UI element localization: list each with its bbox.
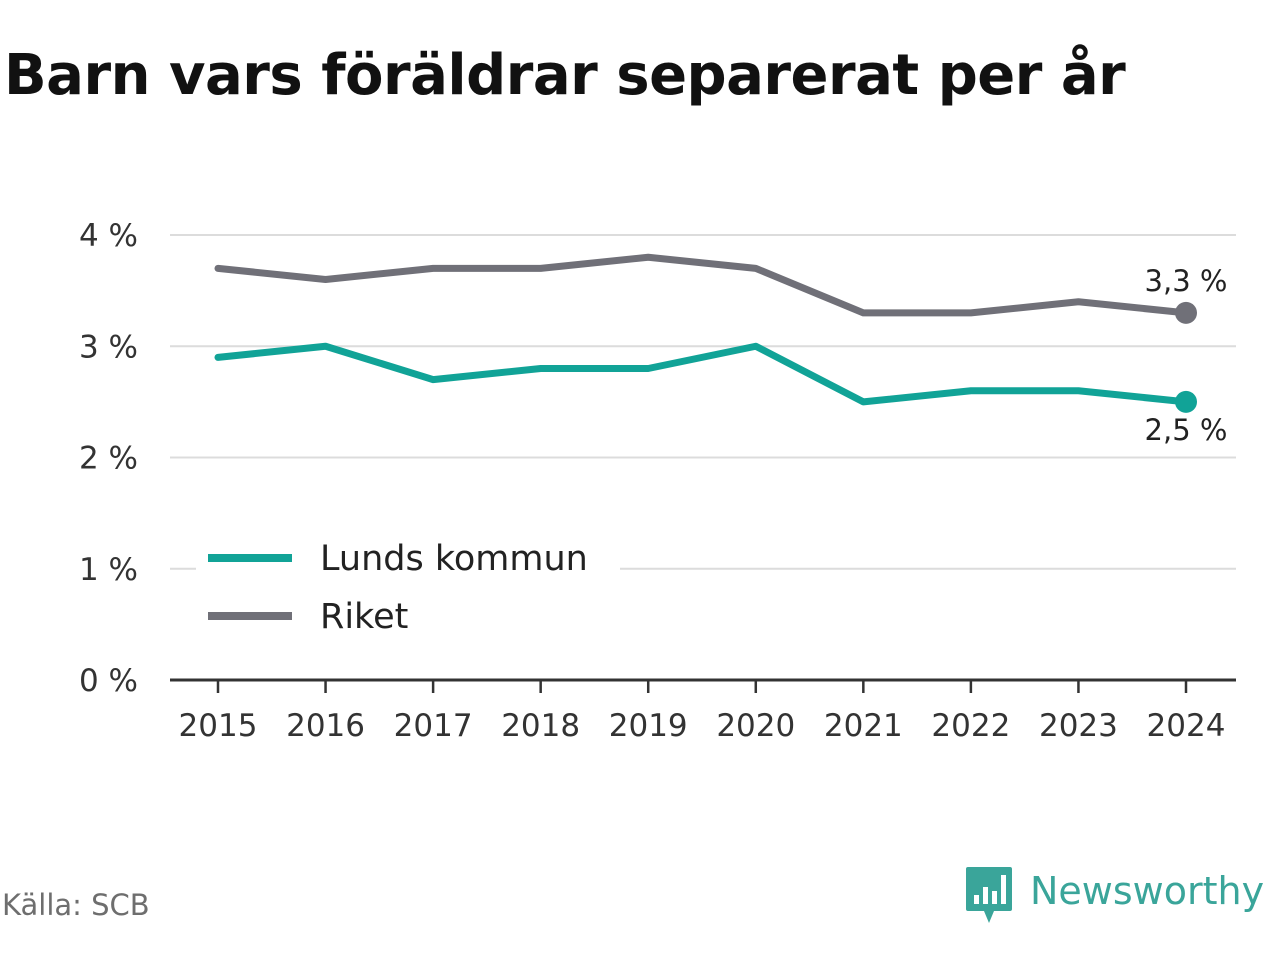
y-tick-label: 0 % <box>79 663 138 699</box>
x-tick-label: 2022 <box>931 708 1010 744</box>
y-tick-label: 3 % <box>79 329 138 365</box>
x-axis: 2015 2016 2017 2018 2019 2020 2021 2022 2023 2024 <box>170 678 1236 744</box>
y-tick-label: 2 % <box>79 441 138 477</box>
gridlines <box>170 234 1236 570</box>
series-line <box>214 342 1190 406</box>
chart-title: Barn vars föräldrar separerat per år <box>4 43 1126 108</box>
legend-label: Riket <box>320 597 408 637</box>
x-tick-label: 2018 <box>501 708 580 744</box>
series-line <box>214 253 1190 317</box>
end-marker <box>1175 301 1197 324</box>
source-note: Källa: SCB <box>2 888 150 922</box>
brand-logo: Newsworthy <box>964 864 1264 928</box>
end-value-label: 2,5 % <box>1145 413 1228 447</box>
end-value-labels: 2,5 % 3,3 % <box>1145 264 1228 447</box>
x-tick-label: 2020 <box>716 708 795 744</box>
x-tick-label: 2017 <box>394 708 473 744</box>
x-tick-label: 2024 <box>1147 708 1226 744</box>
newsworthy-logo-icon <box>966 867 1012 923</box>
y-tick-label: 4 % <box>79 218 138 254</box>
brand-name: Newsworthy <box>1030 869 1265 913</box>
legend-label: Lunds kommun <box>320 539 588 579</box>
series-lines <box>214 253 1197 413</box>
y-tick-label: 1 % <box>79 552 138 588</box>
legend-background <box>196 528 620 646</box>
end-value-label: 3,3 % <box>1145 264 1228 298</box>
y-axis-tick-labels: 0 % 1 % 2 % 3 % 4 % <box>79 218 138 699</box>
x-tick-label: 2019 <box>609 708 688 744</box>
x-tick-label: 2023 <box>1039 708 1118 744</box>
end-marker <box>1175 390 1197 413</box>
legend: Lunds kommun Riket <box>196 528 620 646</box>
x-tick-label: 2016 <box>286 708 365 744</box>
x-tick-label: 2021 <box>824 708 903 744</box>
x-tick-label: 2015 <box>179 708 258 744</box>
